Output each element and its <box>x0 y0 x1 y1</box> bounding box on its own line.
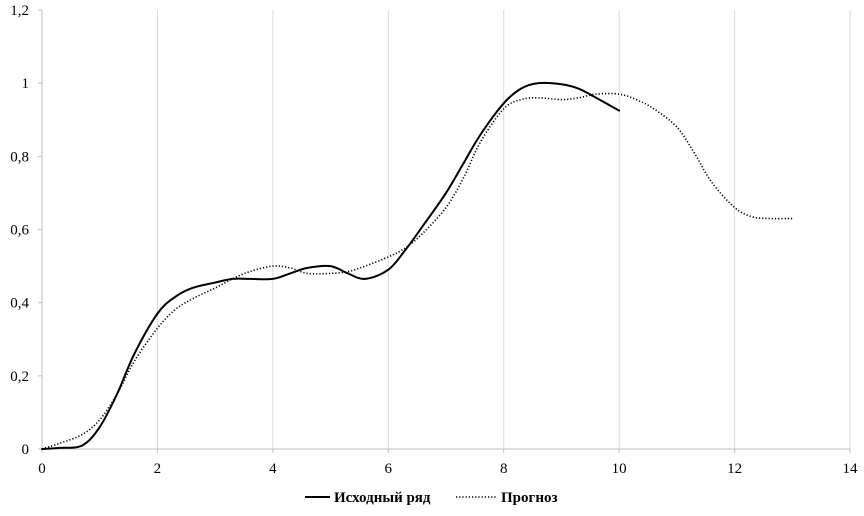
y-tick-label: 0 <box>22 442 30 458</box>
axes <box>38 9 851 453</box>
x-tick-label: 4 <box>269 461 277 477</box>
y-tick-label: 0,8 <box>10 149 29 165</box>
x-tick-label: 6 <box>385 461 393 477</box>
series-line-1 <box>41 81 621 450</box>
grid-lines <box>156 10 851 449</box>
y-tick-labels: 0 0,2 0,4 0,6 0,8 1 1,2 <box>10 3 29 458</box>
legend-label-1: Исходный ряд <box>334 490 431 506</box>
x-tick-label: 2 <box>154 461 162 477</box>
x-tick-label: 8 <box>500 461 508 477</box>
y-tick-label: 0,6 <box>10 223 29 239</box>
x-tick-label: 0 <box>38 461 46 477</box>
x-tick-label: 14 <box>843 461 859 477</box>
y-tick-label: 1 <box>22 76 30 92</box>
series-line-2 <box>41 92 793 450</box>
legend-label-2: Прогноз <box>501 490 558 506</box>
x-tick-label: 10 <box>612 461 627 477</box>
series-lines <box>41 81 793 450</box>
legend: Исходный ряд Прогноз <box>305 490 558 506</box>
y-tick-label: 1,2 <box>10 3 29 19</box>
x-tick-label: 12 <box>727 461 742 477</box>
y-tick-label: 0,2 <box>10 369 29 385</box>
y-tick-label: 0,4 <box>10 296 29 312</box>
x-tick-labels: 0 2 4 6 8 10 12 14 <box>38 461 858 477</box>
